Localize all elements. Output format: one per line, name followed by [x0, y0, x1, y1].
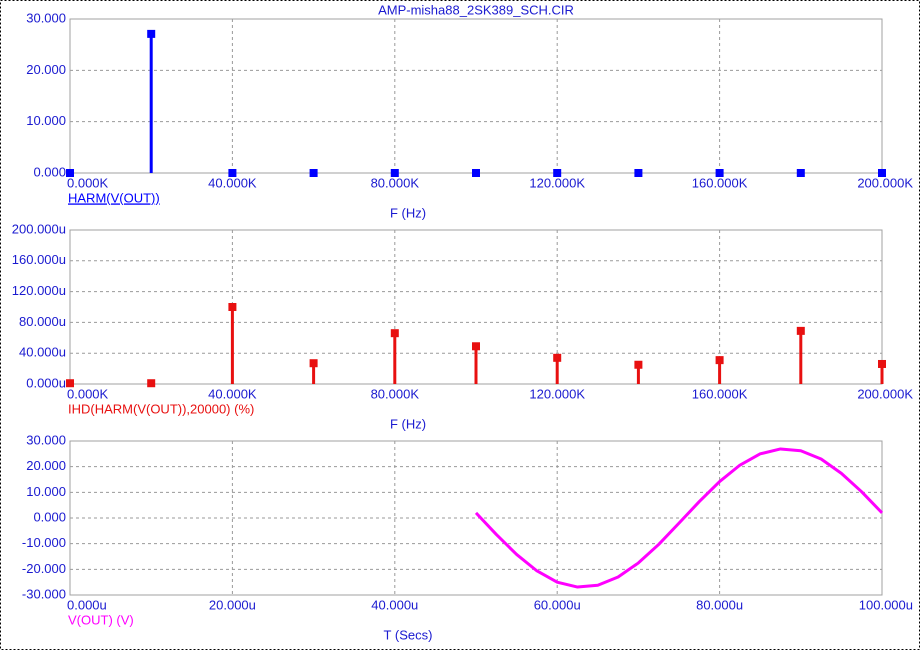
y-tick-label: 40.000u [19, 345, 66, 360]
stem-marker [390, 329, 399, 338]
x-tick-label: 40.000K [208, 386, 257, 401]
stem-marker [878, 359, 886, 368]
y-tick-label: 10.000 [26, 113, 66, 128]
x-tick-label: 120.000K [529, 175, 585, 190]
stem-marker [309, 169, 318, 177]
stem-marker [634, 360, 643, 369]
stem-marker [715, 356, 724, 365]
y-tick-label: 160.000u [12, 252, 66, 267]
y-tick-label: 80.000u [19, 314, 66, 329]
stem-marker [147, 379, 156, 388]
y-tick-label: 0.000u [26, 375, 66, 390]
x-tick-label: 160.000K [692, 175, 748, 190]
x-tick-label: 40.000u [371, 597, 418, 612]
y-tick-label: 0.000 [33, 164, 66, 179]
y-tick-label: 200.000u [12, 221, 66, 236]
x-tick-label: 80.000K [371, 386, 420, 401]
series-line [474, 447, 884, 589]
y-tick-label: -30.000 [22, 586, 66, 601]
plot-frame [69, 440, 883, 596]
x-axis-label: T (Secs) [384, 627, 433, 642]
stem-marker [796, 169, 805, 177]
stem-marker [309, 359, 318, 368]
stem-marker [715, 169, 724, 177]
series-label: IHD(HARM(V(OUT)),20000) (%) [68, 401, 254, 416]
series-label: HARM(V(OUT)) [68, 190, 160, 205]
y-tick-label: 30.000 [26, 10, 66, 25]
chart-title: AMP-misha88_2SK389_SCH.CIR [378, 2, 574, 17]
x-tick-label: 200.000K [857, 175, 913, 190]
x-axis-label: F (Hz) [390, 205, 426, 220]
x-tick-label: 0.000K [67, 175, 109, 190]
stem-marker [66, 379, 74, 388]
x-tick-label: 80.000K [371, 175, 420, 190]
y-tick-label: -10.000 [22, 535, 66, 550]
x-tick-label: 40.000K [208, 175, 257, 190]
x-tick-label: 120.000K [529, 386, 585, 401]
stem-marker [553, 169, 562, 177]
stem-marker [228, 303, 237, 311]
x-axis-label: F (Hz) [390, 416, 426, 431]
stem-marker [147, 29, 156, 38]
x-tick-label: 80.000u [696, 597, 743, 612]
plot-frame [69, 18, 883, 174]
stem-marker [878, 169, 886, 177]
stem-marker [390, 169, 399, 177]
x-tick-label: 200.000K [857, 386, 913, 401]
y-tick-label: 10.000 [26, 484, 66, 499]
stem-marker [472, 342, 480, 351]
series-label: V(OUT) (V) [68, 612, 134, 627]
y-tick-label: 120.000u [12, 283, 66, 298]
y-tick-label: 20.000 [26, 458, 66, 473]
stem-marker [66, 169, 74, 177]
stem-marker [228, 169, 237, 177]
stem-marker [634, 169, 643, 177]
x-tick-label: 100.000u [859, 597, 913, 612]
stem-marker [553, 353, 562, 362]
x-tick-label: 60.000u [534, 597, 581, 612]
y-tick-label: 20.000 [26, 62, 66, 77]
stem-marker [472, 169, 480, 177]
x-tick-label: 160.000K [692, 386, 748, 401]
y-tick-label: 30.000 [26, 432, 66, 447]
x-tick-label: 0.000K [67, 386, 109, 401]
y-tick-label: 0.000 [33, 509, 66, 524]
stem-marker [796, 326, 805, 335]
y-tick-label: -20.000 [22, 561, 66, 576]
x-tick-label: 0.000u [67, 597, 107, 612]
x-tick-label: 20.000u [209, 597, 256, 612]
